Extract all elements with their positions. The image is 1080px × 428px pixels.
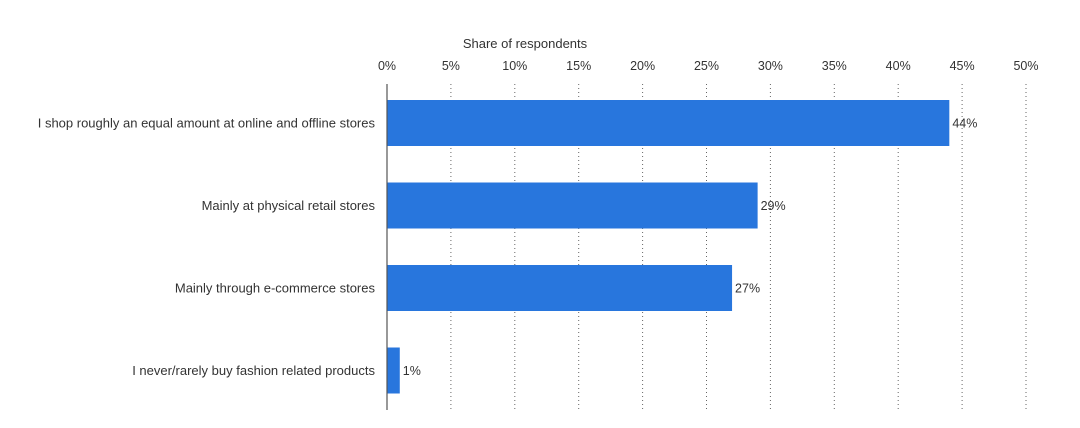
data-label: 29% xyxy=(761,199,786,213)
x-tick-label: 10% xyxy=(502,59,527,73)
x-tick-label: 15% xyxy=(566,59,591,73)
data-label: 44% xyxy=(952,117,977,131)
x-tick-label: 40% xyxy=(886,59,911,73)
x-tick-label: 30% xyxy=(758,59,783,73)
category-label: I shop roughly an equal amount at online… xyxy=(38,116,376,131)
x-tick-label: 5% xyxy=(442,59,460,73)
data-label: 27% xyxy=(735,282,760,296)
category-labels: I shop roughly an equal amount at online… xyxy=(38,116,376,379)
data-labels: 44% 29% 27% 1% xyxy=(403,117,978,379)
bar xyxy=(387,347,400,394)
x-tick-label: 0% xyxy=(378,59,396,73)
x-tick-label: 20% xyxy=(630,59,655,73)
category-label: Mainly through e-commerce stores xyxy=(175,281,376,296)
x-axis-ticks: 0% 5% 10% 15% 20% 25% 30% 35% 40% 45% 50% xyxy=(378,59,1039,73)
x-tick-label: 50% xyxy=(1013,59,1038,73)
bar xyxy=(387,182,758,229)
bar xyxy=(387,265,733,311)
x-axis-title: Share of respondents xyxy=(463,36,588,51)
data-label: 1% xyxy=(403,364,421,378)
x-tick-label: 35% xyxy=(822,59,847,73)
x-tick-label: 45% xyxy=(950,59,975,73)
bars xyxy=(387,100,950,394)
bar xyxy=(387,100,950,146)
x-tick-label: 25% xyxy=(694,59,719,73)
category-label: I never/rarely buy fashion related produ… xyxy=(132,363,375,378)
category-label: Mainly at physical retail stores xyxy=(202,198,376,213)
